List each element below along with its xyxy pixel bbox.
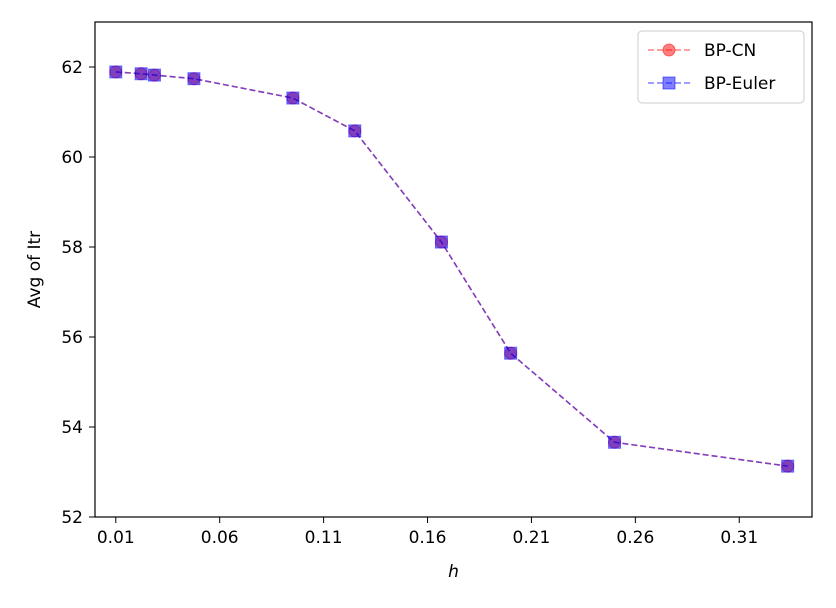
x-axis-ticks: 0.01 0.06 0.11 0.16 0.21 0.26 0.31	[97, 517, 758, 548]
data-point-square	[109, 65, 123, 79]
x-tick-label: 0.06	[201, 528, 239, 548]
legend-marker-circle	[662, 43, 676, 57]
legend: BP-CN BP-Euler	[637, 30, 805, 104]
x-tick-label: 0.11	[305, 528, 343, 548]
y-tick-label: 60	[61, 148, 83, 168]
x-axis-label: h	[448, 562, 459, 582]
data-point-square	[781, 459, 795, 473]
legend-label: BP-CN	[704, 41, 756, 61]
data-point-square	[504, 346, 518, 360]
x-tick-label: 0.16	[409, 528, 447, 548]
data-point-square	[134, 67, 148, 81]
y-axis-label: Avg of Itr	[25, 231, 45, 308]
y-tick-label: 56	[61, 328, 83, 348]
data-point-square	[187, 72, 201, 86]
y-tick-label: 62	[61, 58, 83, 78]
x-tick-label: 0.31	[720, 528, 758, 548]
series-line-1	[115, 71, 788, 467]
series-line-2	[115, 71, 788, 467]
x-tick-label: 0.26	[616, 528, 654, 548]
x-tick-label: 0.21	[513, 528, 551, 548]
data-point-square	[608, 435, 622, 449]
y-tick-label: 54	[61, 418, 83, 438]
data-point-square	[434, 235, 448, 249]
plot-frame	[94, 21, 813, 518]
data-point-square	[147, 68, 161, 82]
data-point-square	[348, 124, 362, 138]
y-tick-label: 58	[61, 238, 83, 258]
data-point-square	[286, 91, 300, 105]
y-tick-label: 52	[61, 508, 83, 528]
legend-label: BP-Euler	[704, 74, 775, 94]
x-tick-label: 0.01	[97, 528, 135, 548]
legend-box	[637, 30, 805, 104]
legend-marker-square	[662, 76, 676, 90]
plot-marks	[109, 65, 795, 473]
y-axis-ticks: 52 54 56 58 60 62	[61, 58, 95, 528]
